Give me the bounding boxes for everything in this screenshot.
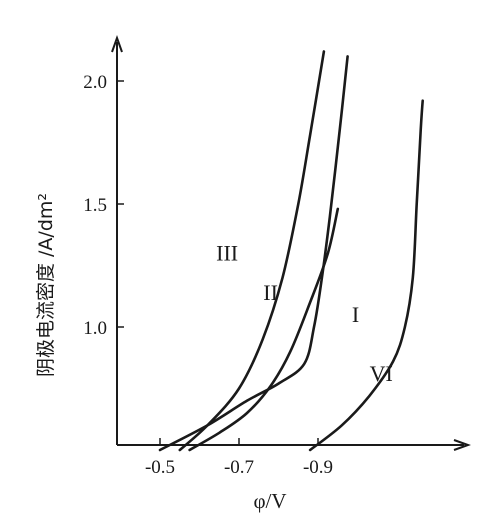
- series-line-iii: [178, 50, 326, 452]
- y-tick-label: 1.5: [83, 195, 107, 216]
- x-tick-label: -0.9: [303, 457, 333, 478]
- y-tick-label: 1.0: [83, 318, 107, 339]
- x-axis-label: φ/V: [253, 489, 286, 513]
- axes: [111, 35, 471, 451]
- y-axis-arrow: [111, 35, 123, 53]
- x-tick-label: -0.5: [145, 457, 175, 478]
- x-tick-label: -0.7: [224, 457, 254, 478]
- x-axis-arrow: [453, 439, 471, 451]
- curve-label-ii: II: [263, 280, 278, 305]
- series-line-ii: [188, 207, 340, 452]
- ticks: -0.5 -0.7 -0.9 1.0 1.5 2.0: [83, 72, 333, 478]
- series-line-i: [158, 55, 349, 452]
- y-tick-label: 2.0: [83, 72, 107, 93]
- curve-label-vi: VI: [370, 361, 393, 386]
- series-line-vi: [308, 99, 424, 452]
- curves: [158, 50, 424, 452]
- y-axis-label: 阴极电流密度 /A/dm²: [35, 193, 57, 377]
- curve-label-i: I: [352, 302, 359, 327]
- curve-label-iii: III: [216, 241, 238, 266]
